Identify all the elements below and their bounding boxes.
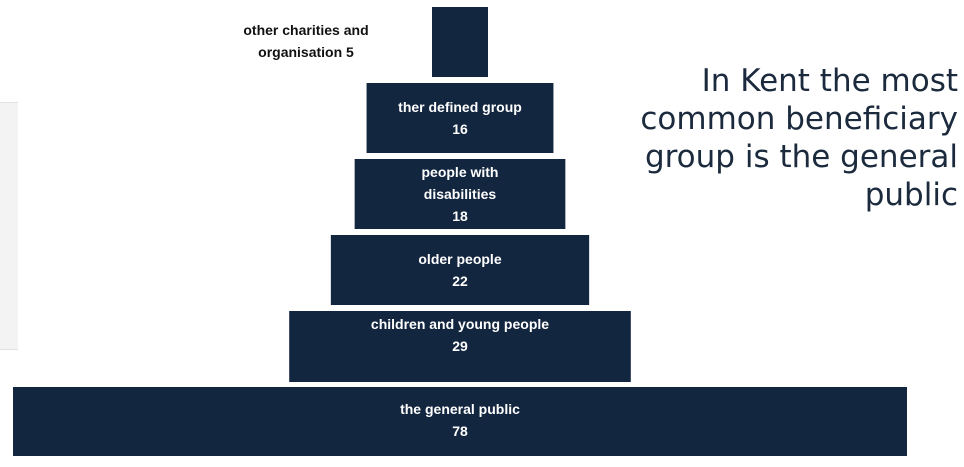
- bar-label-value: 78: [452, 423, 468, 439]
- bar-3: [354, 159, 566, 229]
- bar-label-value: 22: [452, 273, 468, 289]
- callout-text: In Kent the most common beneficiary grou…: [640, 63, 958, 213]
- bar-label-name: children and young people: [370, 316, 550, 332]
- bar-label-name: the general public: [400, 401, 520, 417]
- bar-label-name: ther defined group: [398, 99, 522, 115]
- bar-label-5: children and young people 29: [297, 313, 623, 384]
- bar-label-2: ther defined group 16: [367, 96, 554, 166]
- bar-label-value: 16: [452, 121, 468, 137]
- bar-label-top-name: other charities and organisation: [243, 22, 369, 60]
- bar-4: [330, 235, 590, 305]
- bar-1: [432, 7, 488, 77]
- bar-label-6: the general public 78: [21, 398, 899, 467]
- bar-label-3: people with disabilities 18: [363, 161, 558, 231]
- bar-2: [366, 83, 554, 153]
- bar-label-4: older people 22: [339, 248, 581, 318]
- bar-label-name: people with disabilities: [421, 164, 499, 202]
- bar-label-top: other charities and organisation 5: [200, 19, 412, 63]
- bar-label-top-value: 5: [346, 44, 354, 60]
- bar-label-name: older people: [418, 251, 502, 267]
- bar-label-value: 18: [452, 208, 468, 224]
- bar-5: [289, 311, 631, 382]
- side-panel: [0, 102, 18, 350]
- pyramid-chart: [13, 7, 907, 456]
- bar-6: [13, 387, 907, 456]
- bar-label-value: 29: [452, 338, 468, 354]
